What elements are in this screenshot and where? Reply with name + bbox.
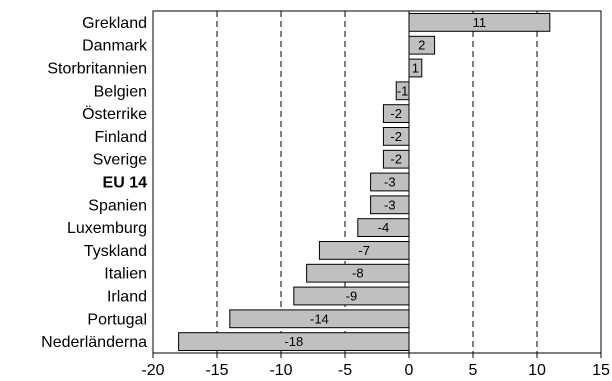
data-label: -3 bbox=[384, 197, 396, 212]
category-label: Grekland bbox=[82, 15, 147, 32]
x-tick-label: 10 bbox=[528, 362, 546, 379]
x-tick-label: -10 bbox=[269, 362, 292, 379]
label-layer: 11 Grekland 2 Danmark 1 Storbritannien -1 Belgi… bbox=[41, 15, 610, 379]
data-label: -18 bbox=[284, 334, 303, 349]
category-label: Portugal bbox=[87, 311, 147, 328]
category-label: Finland bbox=[95, 129, 147, 146]
data-label: -9 bbox=[346, 289, 358, 304]
x-tick-label: 15 bbox=[592, 362, 610, 379]
category-label: Luxemburg bbox=[67, 220, 147, 237]
data-label: -2 bbox=[390, 152, 402, 167]
data-label: 1 bbox=[412, 61, 419, 76]
x-tick-label: -20 bbox=[141, 362, 164, 379]
x-tick-label: -15 bbox=[205, 362, 228, 379]
data-label: -2 bbox=[390, 129, 402, 144]
category-label: Belgien bbox=[94, 83, 147, 100]
category-label: Storbritannien bbox=[47, 61, 147, 78]
category-label: Nederländerna bbox=[41, 334, 147, 351]
x-tick-label: 5 bbox=[469, 362, 478, 379]
data-label: -2 bbox=[390, 106, 402, 121]
data-label: 2 bbox=[418, 38, 425, 53]
plot-frame bbox=[152, 10, 602, 354]
data-label: -3 bbox=[384, 175, 396, 190]
data-label: -1 bbox=[397, 83, 409, 98]
data-label: -14 bbox=[310, 311, 329, 326]
data-label: -4 bbox=[378, 220, 390, 235]
category-label: Tyskland bbox=[84, 243, 147, 260]
x-tick-label: 0 bbox=[405, 362, 414, 379]
data-label: 11 bbox=[473, 15, 487, 30]
axis-layer bbox=[152, 10, 602, 358]
category-label: Danmark bbox=[82, 38, 148, 55]
category-label: Österrike bbox=[82, 105, 147, 123]
x-tick-label: -5 bbox=[338, 362, 352, 379]
category-label: Sverige bbox=[93, 152, 147, 169]
category-label: Italien bbox=[104, 266, 147, 283]
data-label: -7 bbox=[358, 243, 370, 258]
category-label: Spanien bbox=[88, 197, 147, 214]
category-label: EU 14 bbox=[103, 175, 148, 192]
category-label: Irland bbox=[107, 289, 147, 306]
data-label: -8 bbox=[352, 266, 364, 281]
bar-layer bbox=[178, 13, 551, 351]
